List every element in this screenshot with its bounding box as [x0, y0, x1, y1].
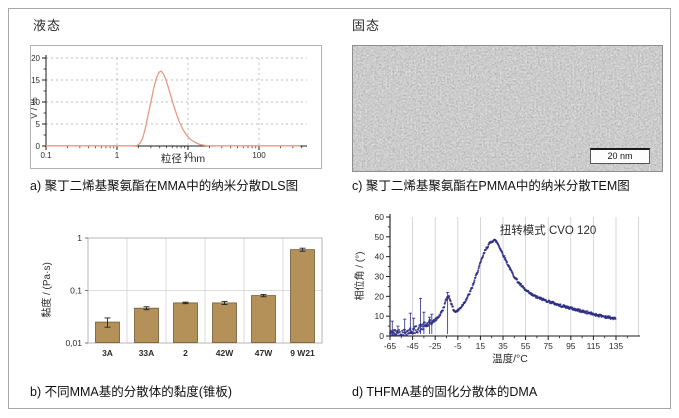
caption-d: d) THFMA基的固化分散体的DMA [352, 385, 538, 399]
svg-text:42W: 42W [216, 348, 234, 358]
svg-text:10: 10 [184, 151, 193, 160]
svg-text:20: 20 [31, 54, 40, 63]
svg-text:115: 115 [587, 341, 601, 351]
tem-scale-bar: 20 nm [590, 148, 650, 164]
svg-text:20: 20 [375, 291, 385, 301]
svg-text:-5: -5 [454, 341, 462, 351]
caption-c: c) 聚丁二烯基聚氨酯在PMMA中的纳米分散TEM图 [352, 179, 630, 193]
svg-text:15: 15 [31, 76, 40, 85]
svg-text:0.1: 0.1 [40, 151, 52, 160]
svg-text:47W: 47W [255, 348, 273, 358]
caption-a: a) 聚丁二烯基聚氨酯在MMA中的纳米分散DLS图 [30, 179, 299, 193]
svg-text:0: 0 [379, 331, 384, 341]
svg-text:35: 35 [498, 341, 508, 351]
svg-text:33A: 33A [139, 348, 155, 358]
dma-scatter-chart: 0 10 20 30 40 50 60 -65 -45 -25 -5 15 35 55 75 95 115 135… [353, 212, 640, 365]
viscosity-bar-chart: 1 0,1 0,01 3A 33A 2 42W 47W 9 W21 黏度 / (Pa·s) [40, 233, 323, 358]
svg-text:9 W21: 9 W21 [290, 348, 315, 358]
liquid-state-label: 液态 [33, 18, 62, 33]
svg-text:V / %: V / % [31, 97, 39, 119]
svg-text:1: 1 [77, 233, 82, 243]
svg-text:-45: -45 [406, 341, 419, 351]
svg-text:15: 15 [476, 341, 486, 351]
svg-text:30: 30 [375, 272, 385, 282]
solid-state-label: 固态 [352, 18, 381, 33]
svg-text:40: 40 [375, 252, 385, 262]
svg-text:50: 50 [375, 232, 385, 242]
svg-text:温度/°C: 温度/°C [492, 352, 528, 365]
svg-text:黏度 / (Pa·s): 黏度 / (Pa·s) [40, 262, 53, 318]
svg-text:5: 5 [36, 120, 41, 129]
svg-text:3A: 3A [102, 348, 113, 358]
svg-text:0,1: 0,1 [70, 286, 82, 296]
svg-text:55: 55 [521, 341, 531, 351]
tem-image: 20 nm [352, 45, 663, 172]
svg-text:0: 0 [36, 142, 41, 151]
svg-text:10: 10 [375, 311, 385, 321]
svg-text:1: 1 [115, 151, 120, 160]
svg-text:扭转模式 CVO 120: 扭转模式 CVO 120 [500, 223, 597, 237]
caption-b: b) 不同MMA基的分散体的黏度(锥板) [30, 385, 233, 399]
svg-text:95: 95 [566, 341, 576, 351]
svg-text:2: 2 [183, 348, 188, 358]
svg-text:0,01: 0,01 [65, 338, 82, 348]
dls-chart-box: 0 5 10 15 20 0.1 1 10 100 V / % 粒径 / nm [29, 45, 322, 169]
svg-text:135: 135 [609, 341, 623, 351]
svg-text:相位角 / (°): 相位角 / (°) [353, 252, 366, 301]
svg-text:75: 75 [543, 341, 553, 351]
svg-text:100: 100 [252, 151, 266, 160]
dls-chart: 0 5 10 15 20 0.1 1 10 100 V / % 粒径 / nm [29, 54, 307, 165]
svg-text:60: 60 [375, 212, 385, 222]
svg-text:-65: -65 [384, 341, 397, 351]
svg-text:10: 10 [31, 98, 40, 107]
svg-text:粒径 / nm: 粒径 / nm [161, 152, 206, 165]
svg-text:-25: -25 [429, 341, 442, 351]
